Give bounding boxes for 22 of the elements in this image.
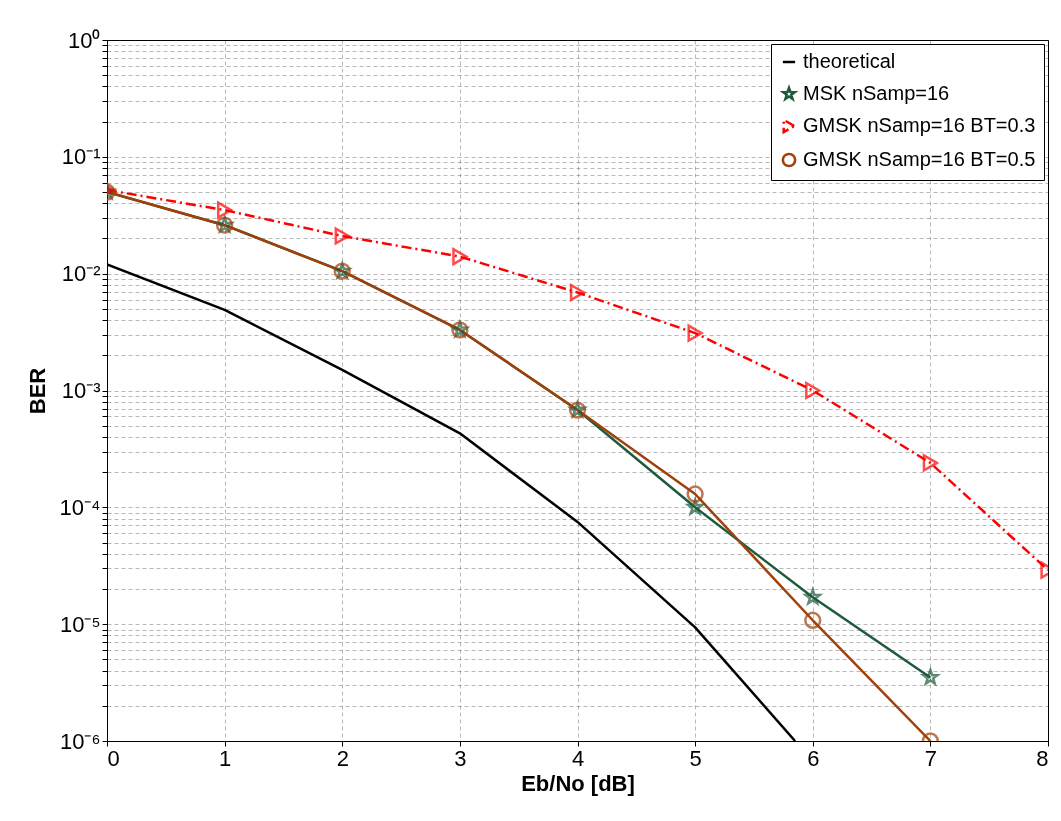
y-tick-label: 10⁻⁵ — [59, 611, 101, 637]
legend-label: theoretical — [803, 50, 896, 72]
x-tick-label: 5 — [689, 745, 702, 771]
x-tick-label: 3 — [454, 745, 467, 771]
y-tick-label: 10⁻³ — [61, 378, 101, 403]
y-axis-title: BER — [24, 367, 50, 415]
y-tick-label: 10⁻¹ — [61, 144, 101, 170]
x-tick-label: 1 — [219, 745, 232, 771]
x-tick-label: 8 — [1036, 745, 1049, 771]
legend-label: GMSK nSamp=16 BT=0.5 — [803, 148, 1036, 170]
x-tick-label: 6 — [807, 745, 820, 771]
y-tick-label: 10⁻⁴ — [59, 494, 101, 520]
x-tick-label: 4 — [571, 745, 585, 771]
x-axis-title: Eb/No [dB] — [521, 770, 635, 796]
x-tick-label: 7 — [924, 745, 937, 771]
y-tick-label: 10⁻⁶ — [59, 728, 101, 754]
legend-label: MSK nSamp=16 — [803, 82, 950, 104]
x-tick-label: 0 — [107, 745, 120, 771]
x-tick-label: 2 — [336, 745, 349, 771]
legend-label: GMSK nSamp=16 BT=0.3 — [803, 114, 1036, 136]
y-tick-label: 10⁻² — [61, 261, 101, 287]
y-tick-label: 10⁰ — [68, 27, 101, 53]
